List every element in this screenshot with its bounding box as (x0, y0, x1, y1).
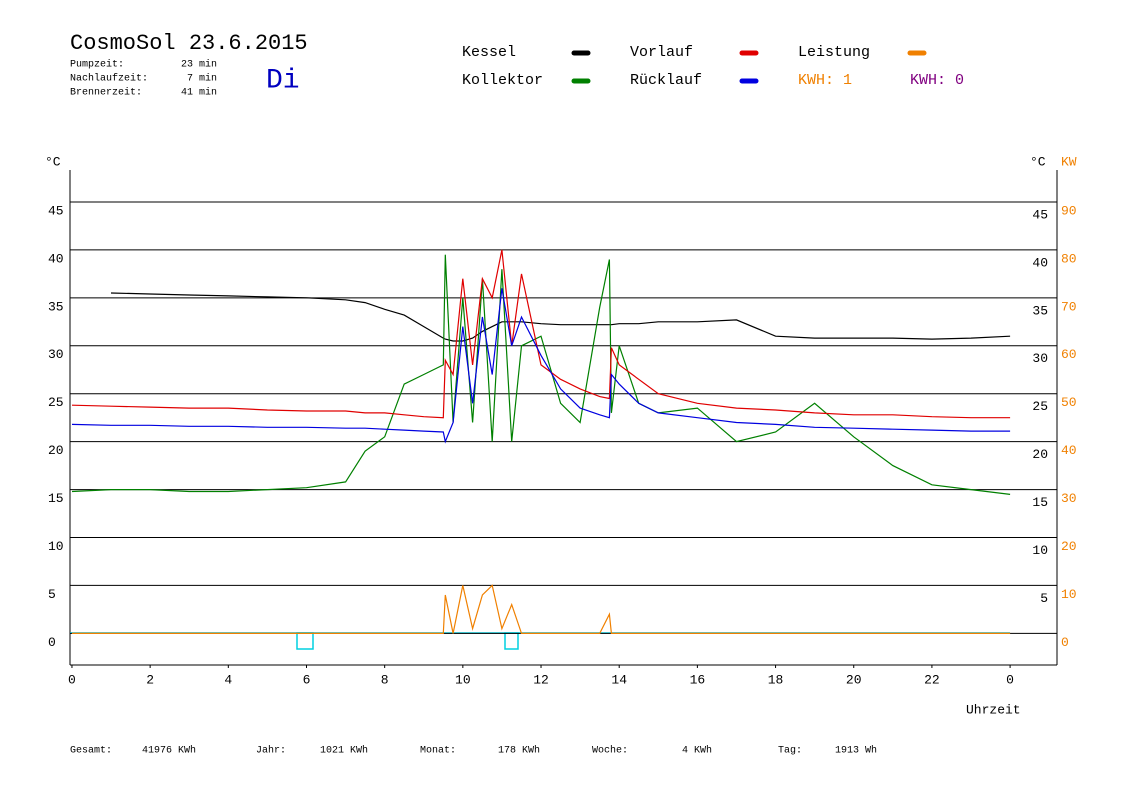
x-tick-label: 2 (146, 672, 154, 687)
y2-tick-label: 70 (1061, 299, 1077, 314)
y-tick-label-right: 35 (1032, 303, 1048, 318)
footer-label: Monat: (420, 746, 456, 757)
y-tick-label-right: 30 (1032, 351, 1048, 366)
weekday: Di (266, 65, 300, 96)
footer-value: 1913 Wh (835, 745, 877, 757)
y-tick-label: 15 (48, 491, 64, 506)
y2-unit: KW (1061, 154, 1077, 169)
x-tick-label: 8 (381, 672, 389, 687)
y2-tick-label: 90 (1061, 203, 1077, 218)
y-tick-label-right: 10 (1032, 543, 1048, 558)
y-tick-label-right: 20 (1032, 447, 1048, 462)
y-tick-label: 0 (48, 635, 56, 650)
series-line (110, 292, 1011, 342)
footer-value: 1021 KWh (320, 745, 368, 757)
x-tick-label: 20 (846, 672, 862, 687)
y2-tick-label: 30 (1061, 491, 1077, 506)
info-value: 7 min (187, 73, 217, 85)
y-tick-label-right: 5 (1040, 591, 1048, 606)
info-label: Pumpzeit: (70, 59, 124, 71)
x-tick-label: 14 (611, 672, 627, 687)
footer-label: Tag: (778, 746, 802, 757)
title: CosmoSol 23.6.2015 (70, 31, 308, 56)
legend-label: Rücklauf (630, 72, 702, 89)
kwh-label: KWH: 0 (910, 72, 964, 89)
pump-marker (296, 632, 314, 650)
legend-label: Vorlauf (630, 44, 693, 61)
y-tick-label-right: 40 (1032, 255, 1048, 270)
y-tick-label: 5 (48, 587, 56, 602)
pump-marker (504, 632, 519, 650)
x-tick-label: 4 (224, 672, 232, 687)
x-tick-label: 6 (303, 672, 311, 687)
series-line (71, 249, 1011, 419)
info-label: Nachlaufzeit: (70, 73, 148, 85)
y-tick-label: 20 (48, 443, 64, 458)
y-tick-label: 40 (48, 251, 64, 266)
footer-value: 41976 KWh (142, 745, 196, 757)
legend-label: Kessel (462, 44, 516, 61)
info-value: 23 min (181, 59, 217, 71)
y2-tick-label: 80 (1061, 251, 1077, 266)
x-tick-label: 22 (924, 672, 940, 687)
series-line (71, 254, 1011, 495)
kwh-label: KWH: 1 (798, 72, 852, 89)
legend-label: Kollektor (462, 72, 543, 89)
x-tick-label: 10 (455, 672, 471, 687)
x-axis-label: Uhrzeit (966, 702, 1021, 717)
legend-label: Leistung (798, 44, 870, 61)
y-tick-label-right: 45 (1032, 207, 1048, 222)
y-tick-label: 30 (48, 347, 64, 362)
footer-label: Jahr: (256, 745, 286, 757)
y-tick-label-right: 25 (1032, 399, 1048, 414)
info-label: Brennerzeit: (70, 87, 142, 99)
x-tick-label: 0 (68, 672, 76, 687)
y2-tick-label: 60 (1061, 347, 1077, 362)
series-line (71, 288, 1011, 444)
y2-tick-label: 50 (1061, 395, 1077, 410)
info-value: 41 min (181, 87, 217, 99)
y-tick-label-right: 15 (1032, 495, 1048, 510)
y2-tick-label: 0 (1061, 635, 1069, 650)
y-tick-label: 35 (48, 299, 64, 314)
x-tick-label: 16 (690, 672, 706, 687)
y-tick-label: 10 (48, 539, 64, 554)
y2-tick-label: 20 (1061, 539, 1077, 554)
series-line (72, 584, 1011, 634)
y-unit: °C (45, 154, 61, 169)
x-tick-label: 18 (768, 672, 784, 687)
x-tick-label: 0 (1006, 672, 1014, 687)
y-tick-label: 25 (48, 395, 64, 410)
y2-tick-label: 40 (1061, 443, 1077, 458)
y-unit-right: °C (1030, 154, 1046, 169)
y-tick-label: 45 (48, 203, 64, 218)
y2-tick-label: 10 (1061, 587, 1077, 602)
footer-label: Gesamt: (70, 746, 112, 757)
x-tick-label: 12 (533, 672, 549, 687)
footer-value: 178 KWh (498, 745, 540, 757)
footer-label: Woche: (592, 745, 628, 757)
footer-value: 4 KWh (682, 745, 712, 757)
